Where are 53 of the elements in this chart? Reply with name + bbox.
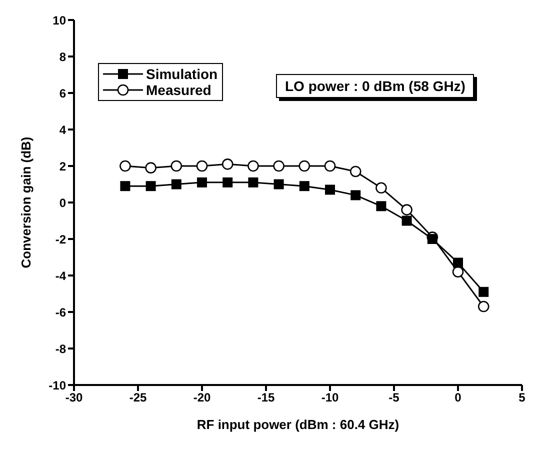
point [145, 162, 156, 174]
legend-label: Simulation [146, 66, 218, 82]
annotation: LO power : 0 dBm (58 GHz) [276, 74, 474, 98]
x-tick-label: -30 [65, 390, 83, 405]
x-tick-label: -15 [257, 390, 275, 405]
point [350, 166, 362, 178]
point [376, 201, 386, 212]
point [325, 184, 335, 195]
y-tick-label: -2 [55, 232, 66, 246]
point [299, 181, 310, 192]
y-axis-title: Conversion gain (dB) [18, 136, 34, 268]
y-tick-label: 2 [59, 159, 66, 174]
point [427, 234, 438, 244]
y-tick-label: -6 [55, 305, 66, 320]
point [248, 177, 258, 188]
point [324, 160, 336, 172]
y-tick-label: 10 [52, 13, 66, 28]
x-tick-label: -25 [129, 390, 147, 405]
x-tick-label: 0 [454, 390, 462, 405]
x-axis-title: RF input power (dBm : 60.4 GHz) [196, 417, 400, 432]
point [298, 160, 310, 172]
point [402, 216, 412, 226]
y-tick-label: 8 [59, 50, 66, 64]
y-tick-label: 6 [59, 86, 66, 100]
y-tick-label: -8 [55, 342, 66, 356]
x-tick-label: -5 [388, 390, 400, 405]
point [401, 204, 412, 216]
point [120, 181, 130, 192]
point [248, 160, 259, 172]
point [274, 179, 284, 190]
x-tick-label: -10 [321, 390, 339, 405]
y-tick-label: 0 [59, 196, 66, 210]
point [376, 182, 387, 194]
point [452, 266, 464, 278]
point [478, 300, 490, 312]
point [120, 160, 131, 172]
point [222, 177, 233, 188]
y-tick-label: -10 [48, 378, 66, 392]
point [196, 160, 208, 172]
point [453, 258, 463, 268]
point [146, 181, 156, 192]
x-tick-label: -20 [193, 390, 211, 405]
point [350, 190, 361, 200]
y-tick-label: -4 [55, 268, 66, 283]
point [273, 160, 284, 172]
point [197, 177, 207, 188]
x-tick-label: 5 [518, 390, 526, 405]
legend-label: Measured [146, 82, 212, 98]
y-tick-label: 4 [59, 122, 66, 137]
point [170, 160, 182, 172]
point [478, 286, 489, 297]
point [171, 179, 182, 190]
point [222, 158, 234, 170]
